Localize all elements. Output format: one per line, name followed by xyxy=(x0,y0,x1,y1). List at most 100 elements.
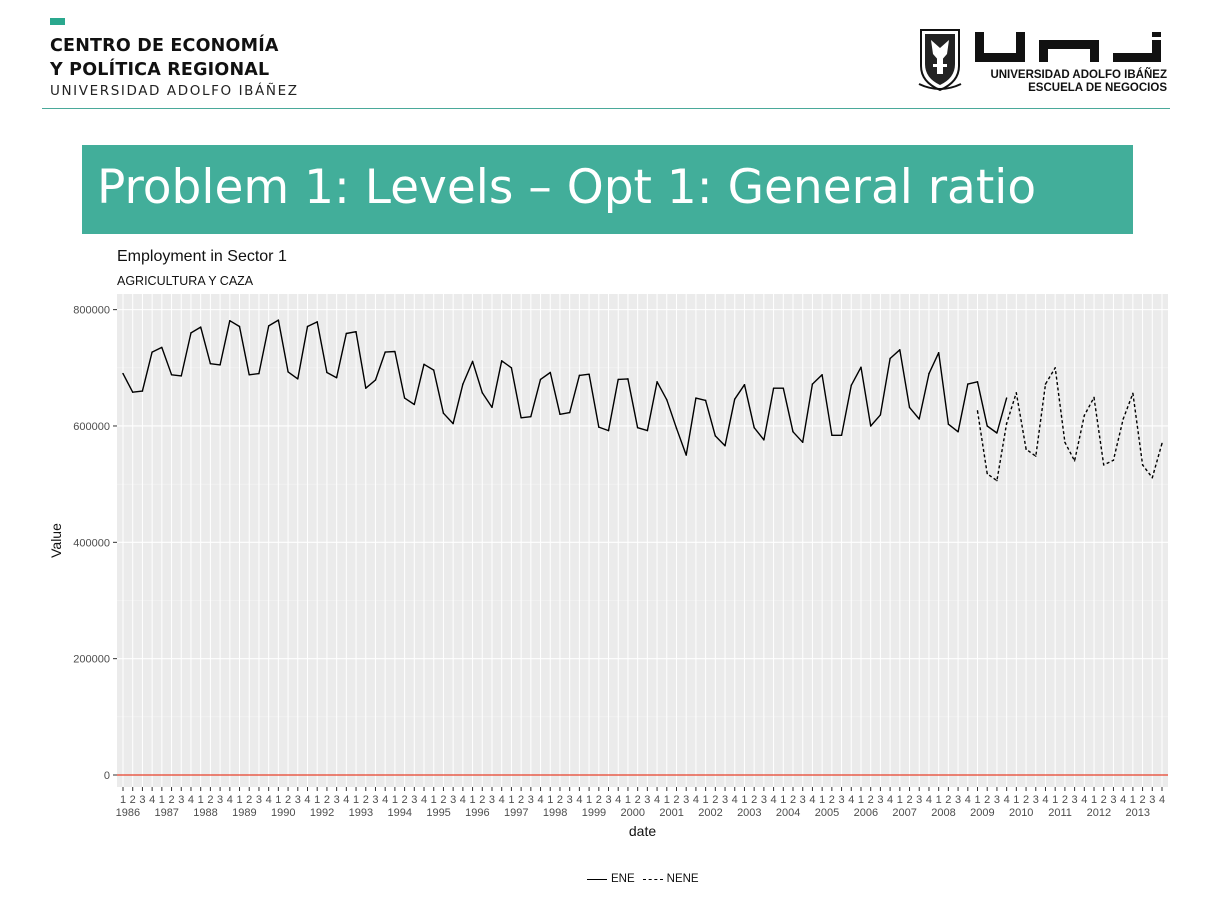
x-year-label: 2002 xyxy=(698,807,722,819)
x-quarter-label: 4 xyxy=(227,794,233,806)
series-line-nene xyxy=(976,367,1163,482)
data-point-ene xyxy=(549,371,551,374)
data-point-ene xyxy=(326,371,328,374)
data-point-nene xyxy=(1132,392,1134,395)
x-quarter-label: 1 xyxy=(431,794,437,806)
data-point-ene xyxy=(248,374,250,376)
data-point-ene xyxy=(559,413,561,416)
x-year-label: 2005 xyxy=(815,807,839,819)
slide-title-bar: Problem 1: Levels – Opt 1: General ratio xyxy=(82,145,1133,234)
x-quarter-label: 1 xyxy=(974,794,980,806)
x-quarter-label: 4 xyxy=(693,794,699,806)
data-point-ene xyxy=(122,372,124,375)
data-point-ene xyxy=(734,398,736,400)
x-quarter-label: 3 xyxy=(372,794,378,806)
x-year-label: 1995 xyxy=(426,807,450,819)
x-quarter-label: 4 xyxy=(149,794,155,806)
x-quarter-label: 3 xyxy=(567,794,573,806)
data-point-ene xyxy=(918,418,920,420)
x-year-label: 2006 xyxy=(854,807,878,819)
x-quarter-label: 2 xyxy=(557,794,563,806)
x-quarter-label: 3 xyxy=(916,794,922,806)
x-quarter-label: 2 xyxy=(712,794,718,806)
x-year-label: 1998 xyxy=(543,807,567,819)
data-point-ene xyxy=(792,431,794,433)
x-quarter-label: 3 xyxy=(139,794,145,806)
data-point-ene xyxy=(258,372,260,375)
data-point-ene xyxy=(879,414,882,416)
data-point-ene xyxy=(277,319,280,321)
x-quarter-label: 2 xyxy=(868,794,874,806)
x-quarter-label: 4 xyxy=(732,794,738,806)
x-quarter-label: 1 xyxy=(547,794,553,806)
x-quarter-label: 2 xyxy=(402,794,408,806)
x-quarter-label: 1 xyxy=(819,794,825,806)
data-point-nene xyxy=(1112,459,1115,461)
x-year-label: 2010 xyxy=(1009,807,1033,819)
x-quarter-label: 3 xyxy=(295,794,301,806)
uai-logo: UNIVERSIDAD ADOLFO IBÁÑEZ ESCUELA DE NEG… xyxy=(917,28,1167,94)
org-name-line1: CENTRO DE ECONOMÍA xyxy=(50,36,279,56)
data-point-ene xyxy=(209,363,212,365)
legend-label-nene: NENE xyxy=(666,873,699,885)
x-quarter-label: 1 xyxy=(353,794,359,806)
x-quarter-label: 3 xyxy=(838,794,844,806)
data-point-ene xyxy=(442,412,445,414)
uai-name-line1: UNIVERSIDAD ADOLFO IBÁÑEZ xyxy=(990,69,1167,81)
data-point-nene xyxy=(1054,367,1056,369)
data-point-ene xyxy=(403,397,406,399)
x-axis-title: date xyxy=(629,823,656,839)
data-point-ene xyxy=(384,351,386,353)
data-point-ene xyxy=(151,351,153,353)
data-point-ene xyxy=(132,391,134,393)
data-point-ene xyxy=(335,376,338,379)
x-quarter-label: 3 xyxy=(450,794,456,806)
legend-label-ene: ENE xyxy=(611,873,635,885)
data-point-ene xyxy=(607,429,610,432)
x-year-label: 2009 xyxy=(970,807,994,819)
data-point-ene xyxy=(462,383,464,385)
data-point-ene xyxy=(423,363,425,366)
slide-title: Problem 1: Levels – Opt 1: General ratio xyxy=(97,160,1037,215)
x-quarter-label: 2 xyxy=(363,794,369,806)
data-point-nene xyxy=(1015,392,1018,394)
x-quarter-label: 2 xyxy=(906,794,912,806)
data-point-ene xyxy=(743,383,746,386)
x-quarter-label: 2 xyxy=(518,794,524,806)
x-quarter-label: 1 xyxy=(586,794,592,806)
data-point-ene xyxy=(636,427,639,429)
data-point-nene xyxy=(1064,441,1066,443)
data-point-ene xyxy=(539,378,542,381)
x-quarter-label: 3 xyxy=(683,794,689,806)
plot-panel xyxy=(117,294,1168,787)
x-quarter-label: 3 xyxy=(1072,794,1078,806)
data-point-ene xyxy=(306,325,309,328)
x-quarter-label: 2 xyxy=(984,794,990,806)
x-quarter-label: 1 xyxy=(120,794,126,806)
x-quarter-label: 1 xyxy=(1091,794,1097,806)
data-point-ene xyxy=(161,346,163,349)
data-point-ene xyxy=(656,381,658,383)
x-quarter-label: 4 xyxy=(537,794,543,806)
x-quarter-label: 1 xyxy=(236,794,242,806)
x-quarter-label: 2 xyxy=(285,794,291,806)
x-quarter-label: 3 xyxy=(256,794,262,806)
x-quarter-label: 2 xyxy=(207,794,213,806)
x-quarter-label: 2 xyxy=(673,794,679,806)
x-year-label: 1990 xyxy=(271,807,295,819)
x-quarter-label: 3 xyxy=(1149,794,1155,806)
data-point-ene xyxy=(802,441,804,443)
uai-crest-icon xyxy=(918,29,962,92)
x-quarter-label: 4 xyxy=(1159,794,1165,806)
x-quarter-label: 1 xyxy=(275,794,281,806)
x-quarter-label: 3 xyxy=(800,794,806,806)
x-year-label: 1987 xyxy=(154,807,178,819)
x-quarter-label: 1 xyxy=(858,794,864,806)
x-year-label: 1992 xyxy=(310,807,334,819)
data-point-nene xyxy=(1161,442,1163,445)
data-point-ene xyxy=(219,364,221,366)
y-tick-label: 400000 xyxy=(73,537,110,549)
data-point-ene xyxy=(578,374,581,377)
x-quarter-label: 4 xyxy=(1081,794,1087,806)
x-year-label: 1988 xyxy=(193,807,217,819)
